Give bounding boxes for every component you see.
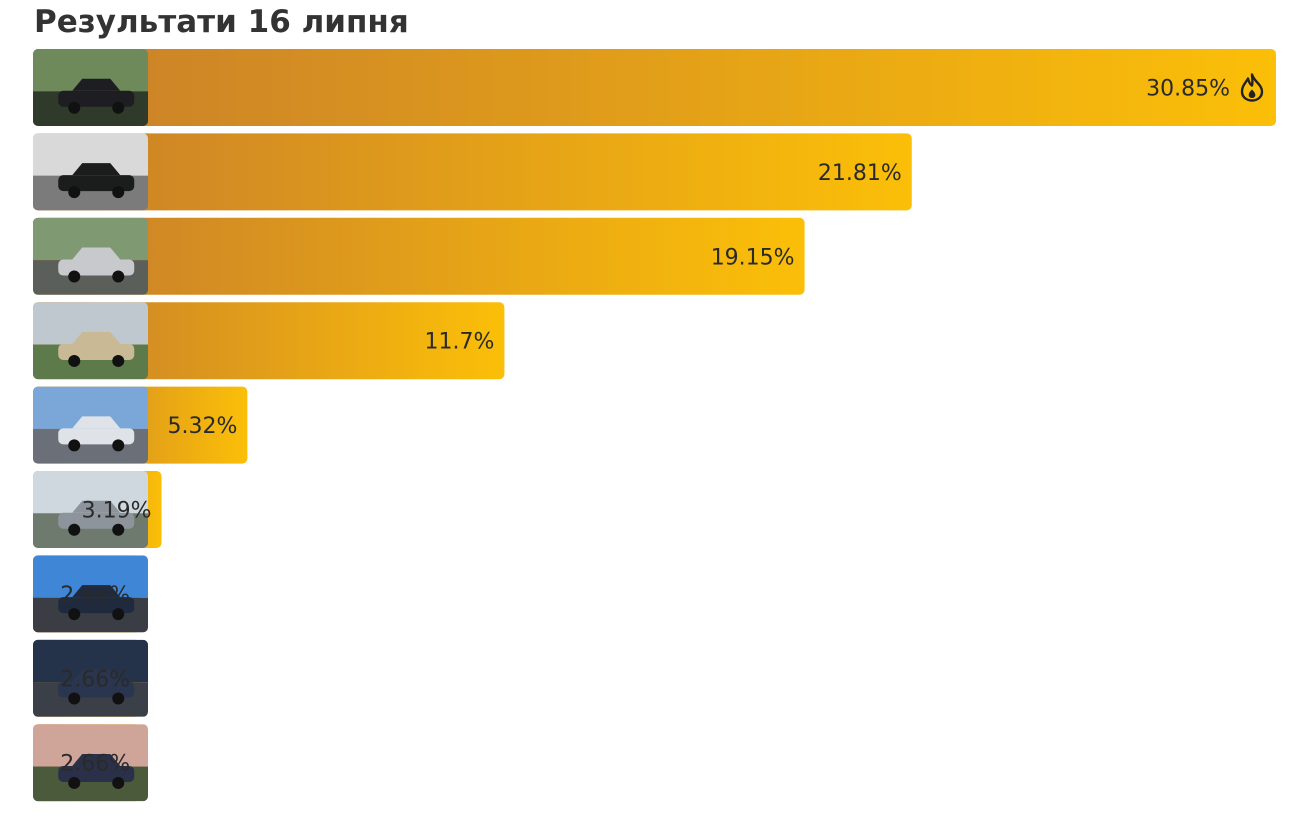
- bars-group: 30.85% 21.81% 19.15% 11.7% 5.32% 3.19% 2.66% 2.…: [33, 49, 1276, 802]
- bar-row: 3.19%: [33, 471, 162, 548]
- bar-row: 5.32%: [33, 386, 248, 464]
- bar-row: 2.66%: [33, 639, 148, 717]
- bar-row: 2.66%: [33, 724, 148, 802]
- bar: [33, 133, 912, 211]
- car-photo-thumbnail-9: [33, 724, 148, 802]
- value-label: 11.7%: [425, 330, 495, 355]
- value-label: 30.85%: [1146, 77, 1230, 102]
- value-label: 2.66%: [60, 752, 130, 777]
- value-label: 3.19%: [82, 499, 152, 524]
- bar-row: 30.85%: [33, 49, 1276, 126]
- car-photo-thumbnail-2: [33, 133, 148, 211]
- bar: [33, 217, 805, 295]
- car-photo-thumbnail-3: [33, 217, 148, 295]
- bar-row: 19.15%: [33, 217, 805, 295]
- value-label: 5.32%: [167, 414, 237, 439]
- car-photo-thumbnail-7: [33, 555, 148, 633]
- car-photo-thumbnail-8: [33, 639, 148, 717]
- bar-row: 21.81%: [33, 133, 912, 211]
- car-photo-thumbnail-1: [33, 49, 148, 126]
- value-label: 19.15%: [711, 245, 795, 270]
- value-label: 2.66%: [60, 583, 130, 608]
- bar-row: 11.7%: [33, 302, 505, 380]
- fire-icon: [1240, 73, 1264, 102]
- car-photo-thumbnail-6: [33, 471, 148, 548]
- bar: [33, 302, 505, 380]
- bar: [33, 49, 1276, 126]
- car-photo-thumbnail-5: [33, 386, 148, 464]
- bar-row: 2.66%: [33, 555, 148, 633]
- value-label: 2.66%: [60, 667, 130, 692]
- chart-title: Результати 16 липня: [34, 4, 409, 40]
- value-label: 21.81%: [818, 161, 902, 186]
- car-photo-thumbnail-4: [33, 302, 148, 380]
